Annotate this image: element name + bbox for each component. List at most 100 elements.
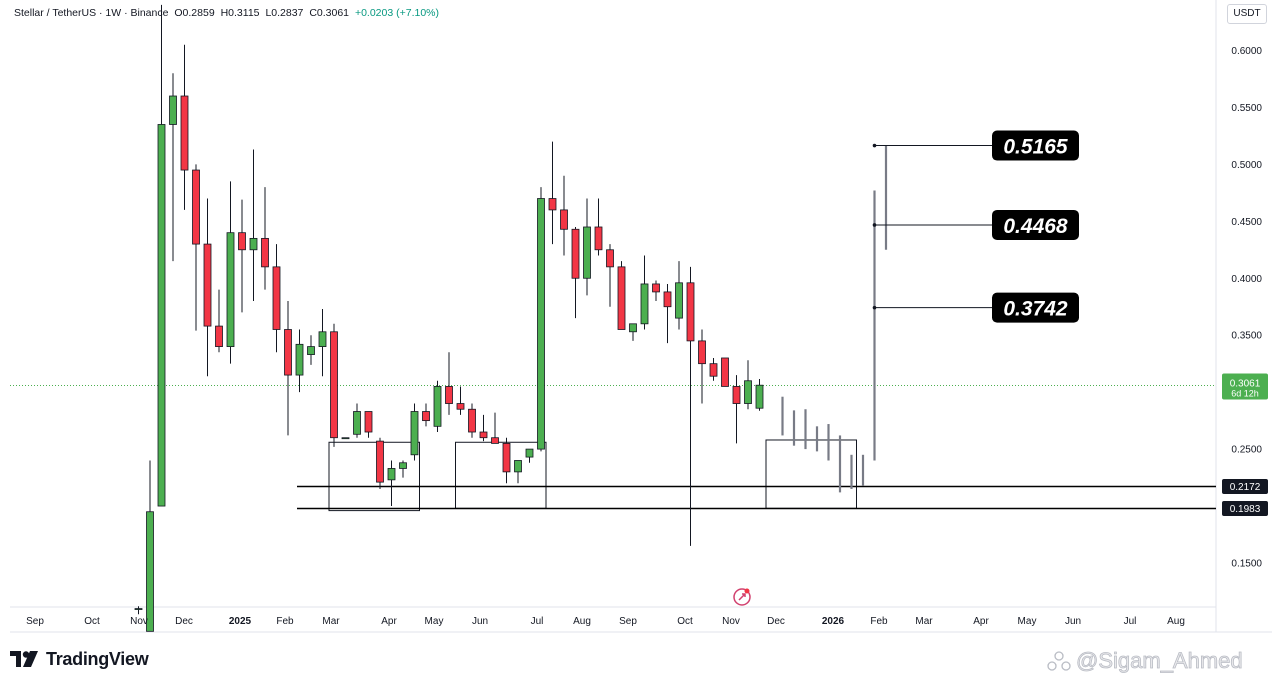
ohlc-low: L0.2837 — [265, 7, 304, 19]
target-dot-3 — [872, 305, 877, 310]
replay-icon[interactable] — [733, 588, 751, 606]
time-label-9: May — [425, 616, 444, 627]
candle-41 — [594, 198, 603, 256]
candle-29 — [456, 386, 465, 415]
price-tick-9: 0.6000 — [1231, 46, 1262, 57]
candle-body — [307, 346, 315, 355]
candle-40 — [583, 198, 591, 296]
time-label-16: Dec — [767, 616, 785, 627]
candle-46 — [652, 280, 660, 302]
candle-44 — [629, 323, 637, 341]
candle-body — [479, 431, 488, 439]
time-label-17: 2026 — [822, 616, 845, 627]
candle-14 — [284, 301, 292, 436]
candle-49 — [686, 266, 695, 546]
candle-body — [629, 323, 637, 333]
candle-body — [387, 468, 396, 481]
candle-body — [134, 608, 143, 610]
price-tick-8: 0.5500 — [1231, 103, 1262, 114]
candle-36 — [537, 187, 545, 452]
time-label-21: May — [1018, 616, 1037, 627]
candle-body — [456, 403, 465, 410]
candle-body — [732, 386, 741, 404]
ohlc-high: H0.3115 — [220, 7, 260, 19]
current-price-value: 0.3061 — [1230, 379, 1261, 390]
price-tick-4: 0.3500 — [1231, 331, 1262, 342]
candle-body — [571, 228, 580, 279]
candle-27 — [433, 380, 442, 433]
time-label-3: Nov — [130, 616, 148, 627]
candle-body — [744, 380, 752, 404]
candle-33 — [502, 437, 511, 484]
currency-unit-button[interactable]: USDT — [1227, 4, 1267, 24]
candle-body — [146, 511, 154, 632]
symbol-title[interactable]: Stellar / TetherUS · 1W · Binance — [14, 7, 169, 19]
candle-11 — [249, 149, 258, 302]
candle-body — [445, 386, 453, 404]
candle-body — [353, 411, 361, 435]
candle-50 — [698, 329, 706, 404]
candle-body — [617, 266, 626, 330]
candle-28 — [445, 352, 453, 415]
candle-9 — [226, 181, 235, 364]
candle-1 — [134, 606, 143, 615]
candle-23 — [387, 460, 396, 507]
candle-body — [376, 440, 384, 483]
tradingview-logo-text: TradingView — [46, 648, 149, 669]
time-label-7: Mar — [322, 616, 340, 627]
candle-body — [755, 384, 764, 409]
tradingview-logo[interactable]: TradingView — [10, 648, 149, 670]
candle-20 — [353, 403, 361, 438]
candle-52 — [721, 357, 729, 387]
candle-12 — [261, 187, 269, 290]
candle-body — [514, 460, 522, 473]
candle-body — [341, 437, 350, 440]
current-price-countdown: 6d 12h — [1231, 389, 1259, 399]
candle-body — [663, 291, 672, 308]
candle-body — [330, 331, 338, 439]
time-label-18: Feb — [870, 616, 888, 627]
candle-54 — [744, 360, 752, 410]
support-label-1: 0.2172 — [1230, 482, 1261, 493]
candle-51 — [709, 357, 718, 381]
time-label-10: Jun — [472, 616, 488, 627]
candle-body — [606, 249, 614, 268]
projected-wicks — [781, 145, 888, 493]
tradingview-logo-icon — [10, 651, 38, 667]
author-watermark: @Sigam_Ahmed — [1076, 648, 1243, 674]
candle-body — [594, 226, 603, 251]
candle-body — [675, 282, 683, 319]
target-label-bg-3 — [992, 292, 1079, 323]
candle-body — [433, 386, 442, 427]
candle-13 — [272, 244, 281, 353]
candle-42 — [606, 244, 614, 307]
candle-body — [583, 226, 591, 279]
time-label-12: Aug — [573, 616, 591, 627]
time-label-14: Oct — [677, 616, 693, 627]
target-label-2: 0.4468 — [1003, 215, 1068, 238]
candle-25 — [410, 403, 419, 461]
candle-body — [261, 237, 269, 268]
time-axis[interactable]: Sep Oct Nov Dec 2025 Feb Mar Apr May Jun Jul Aug Sep… — [26, 616, 1185, 627]
candle-body — [491, 437, 499, 444]
candle-31 — [479, 414, 488, 442]
target-dot-1 — [872, 143, 877, 148]
candle-37 — [548, 141, 557, 245]
candle-8 — [215, 289, 223, 353]
price-axis[interactable]: 0.15000.25000.30000.35000.40000.45000.50… — [1222, 46, 1268, 570]
watermark-icon — [1047, 651, 1071, 671]
candle-38 — [560, 175, 568, 256]
candle-34 — [514, 460, 522, 484]
candle-7 — [203, 198, 212, 377]
symbol-header[interactable]: Stellar / TetherUS · 1W · Binance O0.285… — [14, 7, 442, 19]
candle-18 — [330, 323, 338, 447]
ohlc-close: C0.3061 — [309, 7, 350, 19]
support-label-bg-2 — [1222, 501, 1268, 516]
time-label-1: Sep — [26, 616, 44, 627]
candle-body — [399, 462, 407, 469]
support-label-bg-1 — [1222, 479, 1268, 494]
time-label-11: Jul — [531, 616, 544, 627]
candle-body — [284, 329, 292, 376]
candle-body — [560, 209, 568, 230]
